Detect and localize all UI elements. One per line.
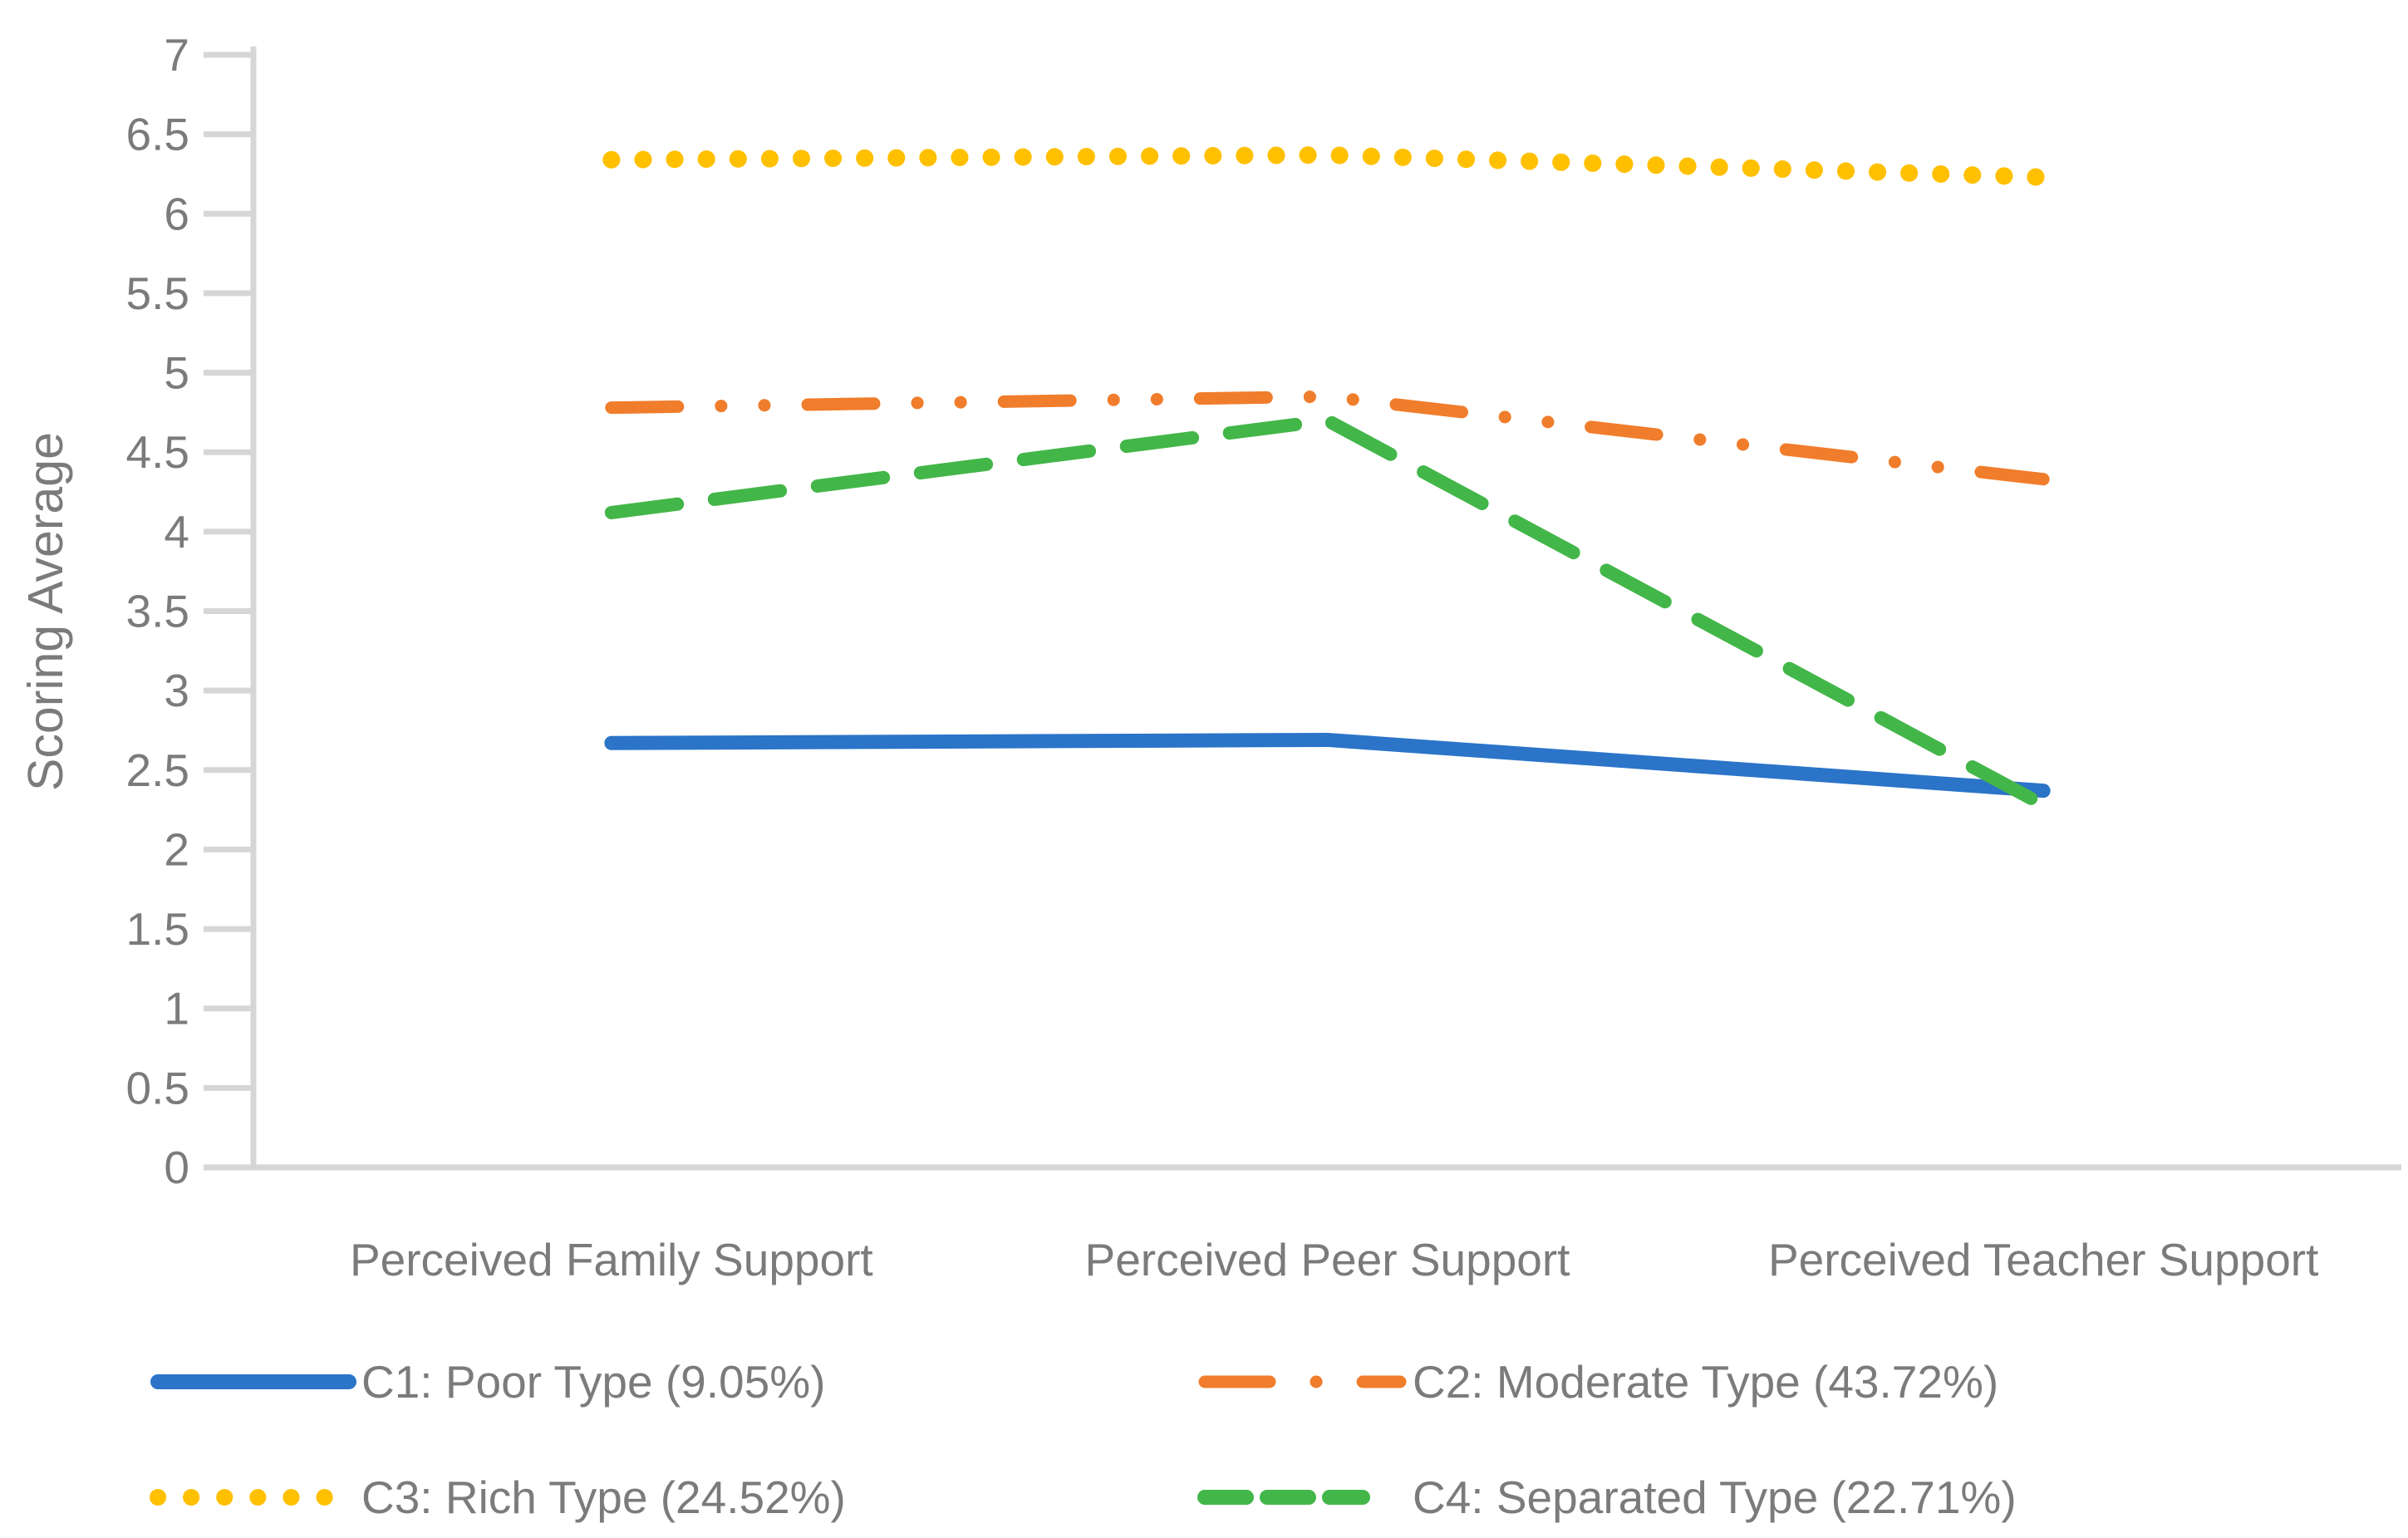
series-line [604, 732, 2051, 798]
series-lines [602, 146, 2052, 812]
x-axis-labels: Perceived Family Support Perceived Peer S… [350, 1234, 2318, 1285]
y-tick-label: 3 [164, 665, 189, 716]
series-line [602, 146, 2052, 186]
y-tick-label: 5 [164, 347, 189, 399]
y-tick-label: 5.5 [126, 268, 189, 319]
y-tick-label: 4.5 [126, 426, 189, 478]
legend-label: C2: Moderate Type (43.72%) [1413, 1356, 1998, 1408]
y-tick-label: 2 [164, 823, 189, 875]
y-tick-label: 0.5 [126, 1062, 189, 1113]
legend-label: C4: Separated Type (22.71%) [1413, 1472, 2017, 1523]
x-category-label: Perceived Family Support [350, 1234, 873, 1285]
y-tick-label: 6 [164, 188, 189, 239]
y-axis: 0 0.5 1 1.5 2 2.5 3 3.5 4 4.5 5 5.5 6 6.5 7 [126, 29, 2401, 1193]
legend-label: C3: Rich Type (24.52%) [361, 1472, 846, 1523]
legend: C1: Poor Type (9.05%) C2: Moderate Type (… [150, 1356, 2017, 1523]
y-tick-label: 1 [164, 983, 189, 1034]
x-category-label: Perceived Teacher Support [1768, 1234, 2318, 1285]
y-tick-label: 7 [164, 29, 189, 81]
y-tick-label: 1.5 [126, 903, 189, 955]
legend-label: C1: Poor Type (9.05%) [361, 1356, 825, 1408]
y-axis-title: Scoring Average [18, 432, 73, 791]
y-tick-label: 6.5 [126, 109, 189, 160]
y-tick-label: 2.5 [126, 744, 189, 796]
y-tick-label: 4 [164, 506, 189, 558]
series-line [604, 413, 2051, 812]
y-tick-label: 3.5 [126, 586, 189, 637]
x-category-label: Perceived Peer Support [1085, 1234, 1570, 1285]
y-tick-label: 0 [164, 1142, 189, 1193]
series-line [605, 390, 2050, 486]
